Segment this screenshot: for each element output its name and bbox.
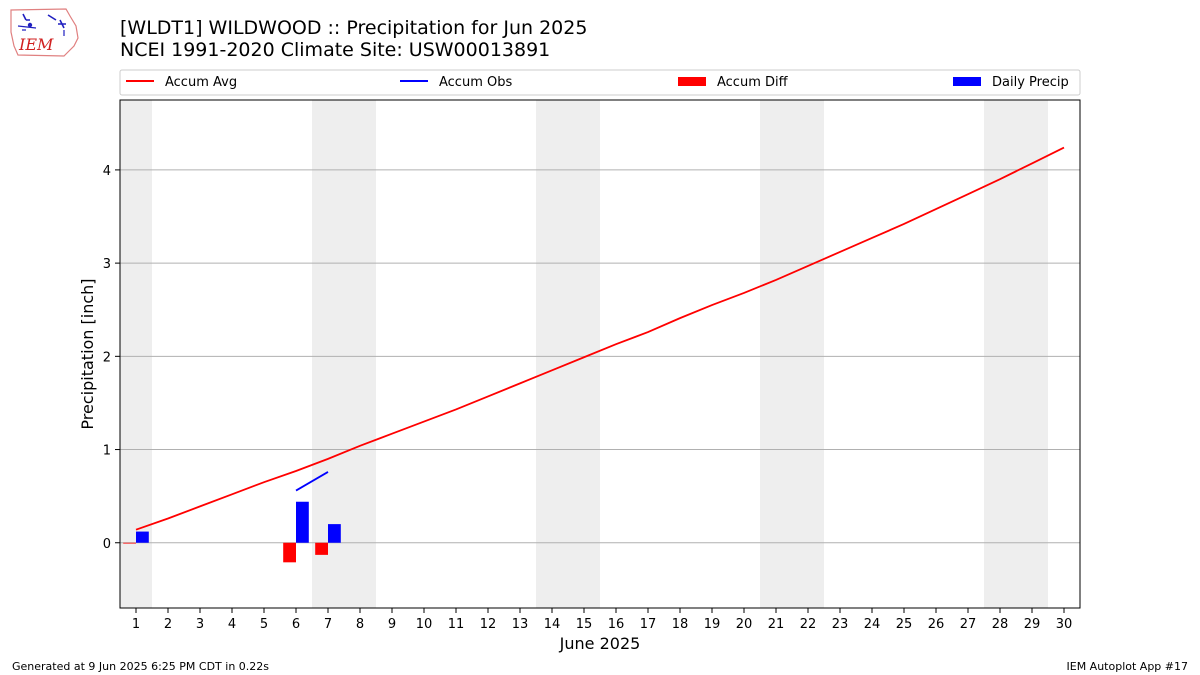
x-tick-label: 3 [196, 617, 204, 632]
daily-bar [136, 531, 149, 543]
legend-label: Accum Diff [717, 75, 789, 90]
bars-layer [123, 501, 341, 563]
x-axis-label: June 2025 [559, 634, 641, 653]
diff-bar [123, 542, 136, 544]
x-tick-label: 17 [640, 617, 657, 632]
weekend-band [760, 100, 792, 608]
chart-subtitle: NCEI 1991-2020 Climate Site: USW00013891 [120, 39, 551, 61]
y-axis: 0 1 2 3 4 [103, 164, 120, 552]
legend-label: Accum Obs [439, 75, 512, 90]
weekend-band [984, 100, 1016, 608]
x-tick-label: 5 [260, 617, 268, 632]
y-tick-label: 4 [103, 164, 111, 179]
x-tick-label: 22 [800, 617, 817, 632]
x-tick-label: 30 [1056, 617, 1073, 632]
plot-frame [119, 99, 1081, 609]
iem-logo: IEM [10, 8, 79, 57]
lines-layer [135, 146, 1065, 531]
accum-avg-line [135, 146, 1065, 531]
legend: Accum Avg Accum Obs Accum Diff Daily Precip [119, 69, 1081, 96]
legend-label: Daily Precip [992, 75, 1069, 90]
x-tick-label: 1 [132, 617, 140, 632]
x-tick-label: 11 [448, 617, 465, 632]
y-tick-label: 3 [103, 257, 111, 272]
x-axis: 1 2 3 4 5 6 7 8 9 10 11 12 13 14 15 16 17 18 19 20 21 22 23 24 2… [132, 608, 1072, 632]
x-tick-label: 12 [480, 617, 497, 632]
x-tick-label: 28 [992, 617, 1009, 632]
x-tick-label: 9 [388, 617, 396, 632]
weekend-band [568, 100, 600, 608]
accum-obs-line [295, 471, 329, 492]
x-tick-label: 27 [960, 617, 977, 632]
footer-generated: Generated at 9 Jun 2025 6:25 PM CDT in 0… [12, 660, 270, 673]
x-tick-label: 15 [576, 617, 593, 632]
diff-bar [315, 542, 328, 555]
weekend-band [344, 100, 376, 608]
x-tick-label: 2 [164, 617, 172, 632]
x-tick-label: 18 [672, 617, 689, 632]
weekend-band [792, 100, 824, 608]
x-tick-label: 7 [324, 617, 332, 632]
legend-box [119, 69, 1081, 96]
x-tick-label: 20 [736, 617, 753, 632]
x-tick-label: 6 [292, 617, 300, 632]
weekend-shading [120, 100, 1048, 608]
x-tick-label: 25 [896, 617, 913, 632]
x-tick-label: 23 [832, 617, 849, 632]
footer-app: IEM Autoplot App #17 [1066, 660, 1189, 673]
weekend-band [120, 100, 152, 608]
legend-label: Accum Avg [165, 75, 237, 90]
legend-patch-swatch [953, 77, 981, 86]
svg-text:IEM: IEM [18, 35, 54, 54]
x-tick-label: 14 [544, 617, 561, 632]
x-tick-label: 16 [608, 617, 625, 632]
y-tick-label: 1 [103, 444, 111, 459]
weekend-band [1016, 100, 1048, 608]
legend-patch-swatch [678, 77, 706, 86]
x-tick-label: 24 [864, 617, 881, 632]
x-tick-label: 10 [416, 617, 433, 632]
y-tick-label: 0 [103, 537, 111, 552]
daily-bar [296, 501, 309, 543]
y-gridlines [120, 169, 1080, 544]
x-tick-label: 13 [512, 617, 529, 632]
x-tick-label: 21 [768, 617, 785, 632]
x-tick-label: 8 [356, 617, 364, 632]
weekend-band [536, 100, 568, 608]
weekend-band [312, 100, 344, 608]
x-tick-label: 29 [1024, 617, 1041, 632]
diff-bar [283, 542, 296, 563]
y-axis-label: Precipitation [inch] [78, 278, 97, 429]
x-tick-label: 26 [928, 617, 945, 632]
chart-title: [WLDT1] WILDWOOD :: Precipitation for Ju… [120, 17, 588, 39]
x-tick-label: 4 [228, 617, 236, 632]
y-tick-label: 2 [103, 350, 111, 365]
daily-bar [328, 524, 341, 543]
x-tick-label: 19 [704, 617, 721, 632]
